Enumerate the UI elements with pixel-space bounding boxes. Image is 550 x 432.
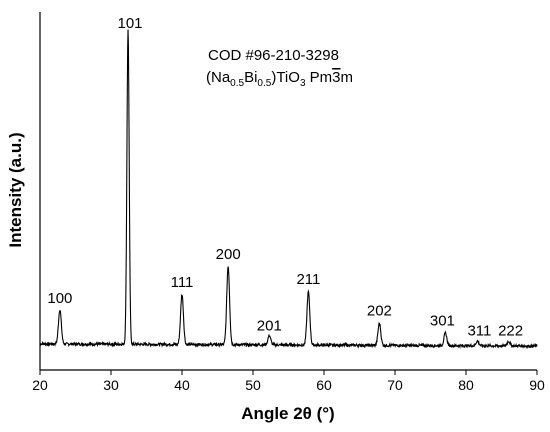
series-group	[39, 29, 538, 349]
x-tick-label: 70	[387, 377, 403, 393]
diffraction-pattern	[39, 29, 538, 349]
x-axis-title: Angle 2θ (°)	[241, 404, 334, 423]
peak-labels: 100 101 111 200 201 211 202 301 311 222	[47, 15, 523, 339]
peak-label-211: 211	[296, 271, 320, 288]
peak-label-311: 311	[467, 322, 491, 339]
x-tick-label: 40	[174, 377, 190, 393]
reference-id: COD #96-210-3298	[208, 47, 339, 64]
x-tick-label: 50	[245, 377, 261, 393]
peak-label-200: 200	[216, 246, 241, 263]
plot-frame	[39, 12, 537, 371]
y-axis-title: Intensity (a.u.)	[6, 132, 25, 247]
peak-label-111: 111	[171, 274, 194, 291]
peak-label-202: 202	[367, 302, 392, 319]
x-tick-label: 60	[316, 377, 332, 393]
peak-label-101: 101	[117, 15, 142, 32]
peak-label-222: 222	[498, 322, 523, 339]
peak-label-301: 301	[430, 312, 455, 329]
peak-label-201: 201	[257, 318, 282, 335]
x-tick-label: 30	[103, 377, 119, 393]
reference-formula: (Na0.5Bi0.5)TiO3 Pm3m	[206, 69, 353, 89]
peak-label-100: 100	[47, 290, 72, 307]
x-tick-label: 90	[529, 377, 545, 393]
x-tick-label: 20	[32, 377, 48, 393]
x-ticks: 20 30 40 50 60 70 80 90	[32, 370, 545, 393]
x-tick-label: 80	[458, 377, 474, 393]
